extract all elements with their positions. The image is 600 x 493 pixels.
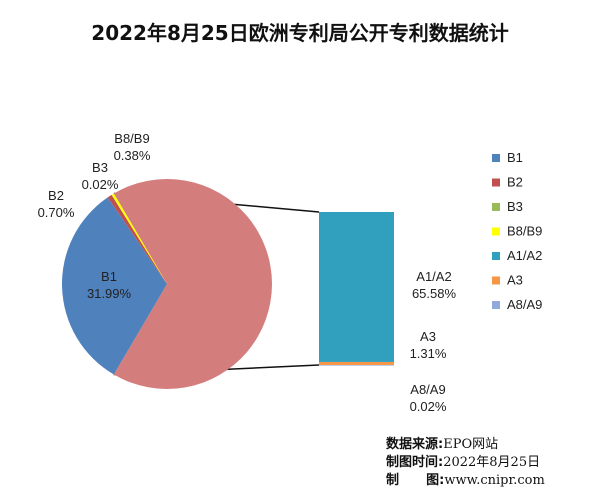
legend-label-a1-a2: A1/A2	[507, 248, 542, 263]
author-value: www.cnipr.com	[444, 473, 545, 488]
label-b8-b9-value: 0.38%	[114, 148, 151, 163]
breakout-bar	[319, 212, 394, 366]
label-a8-a9-value: 0.02%	[410, 399, 447, 414]
label-b1-value: 31.99%	[87, 286, 132, 301]
label-a1-a2-value: 65.58%	[412, 286, 457, 301]
label-a3-value: 1.31%	[410, 346, 447, 361]
legend-swatch-a1-a2	[492, 252, 500, 260]
pie-slice-other	[113, 179, 273, 389]
legend-swatch-a3	[492, 276, 500, 285]
pie	[61, 179, 273, 389]
legend: B1 B2 B3 B8/B9 A1/A2 A3 A8/A9	[492, 150, 542, 312]
bar-segment-a8-a9	[319, 364, 394, 366]
legend-swatch-b2	[492, 178, 500, 187]
author-label: 制 图:	[386, 473, 445, 488]
source-value: EPO网站	[443, 437, 499, 452]
legend-label-b8-b9: B8/B9	[507, 224, 542, 239]
label-b3-value: 0.02%	[82, 177, 119, 192]
pie-slice-b8-b9	[111, 193, 167, 284]
source-label: 数据来源:	[386, 437, 444, 452]
label-b8-b9-name: B8/B9	[114, 131, 149, 146]
data-labels: B1 31.99% B2 0.70% B3 0.02% B8/B9 0.38% A1/A2 65.…	[38, 131, 457, 414]
label-b1-name: B1	[101, 269, 117, 284]
pie-slice-b2	[107, 194, 167, 284]
legend-swatch-b8-b9	[492, 227, 500, 236]
bar-segment-a3	[319, 361, 394, 365]
legend-label-b3: B3	[507, 199, 523, 214]
label-a3-name: A3	[420, 329, 436, 344]
source-row: 数据来源:EPO网站	[386, 436, 545, 454]
label-a1-a2-name: A1/A2	[416, 269, 451, 284]
legend-swatch-b1	[492, 154, 500, 162]
date-value: 2022年8月25日	[443, 455, 541, 470]
author-row: 制 图:www.cnipr.com	[386, 472, 545, 490]
date-row: 制图时间:2022年8月25日	[386, 454, 545, 472]
label-b3-name: B3	[92, 160, 108, 175]
pie-slice-b3	[111, 194, 167, 284]
label-a8-a9-name: A8/A9	[410, 382, 445, 397]
legend-label-b2: B2	[507, 175, 523, 190]
chart-title: 2022年8月25日欧洲专利局公开专利数据统计	[91, 21, 508, 45]
pie-slice-b1	[61, 197, 167, 375]
source-info: 数据来源:EPO网站 制图时间:2022年8月25日 制 图:www.cnipr…	[386, 436, 545, 490]
legend-label-b1: B1	[507, 150, 523, 165]
legend-swatch-b3	[492, 203, 500, 211]
label-b2-value: 0.70%	[38, 205, 75, 220]
legend-label-a8-a9: A8/A9	[507, 297, 542, 312]
label-b2-name: B2	[48, 188, 64, 203]
bar-segment-a1-a2	[319, 212, 394, 362]
legend-label-a3: A3	[507, 273, 523, 288]
legend-swatch-a8-a9	[492, 301, 500, 309]
date-label: 制图时间:	[386, 455, 444, 470]
